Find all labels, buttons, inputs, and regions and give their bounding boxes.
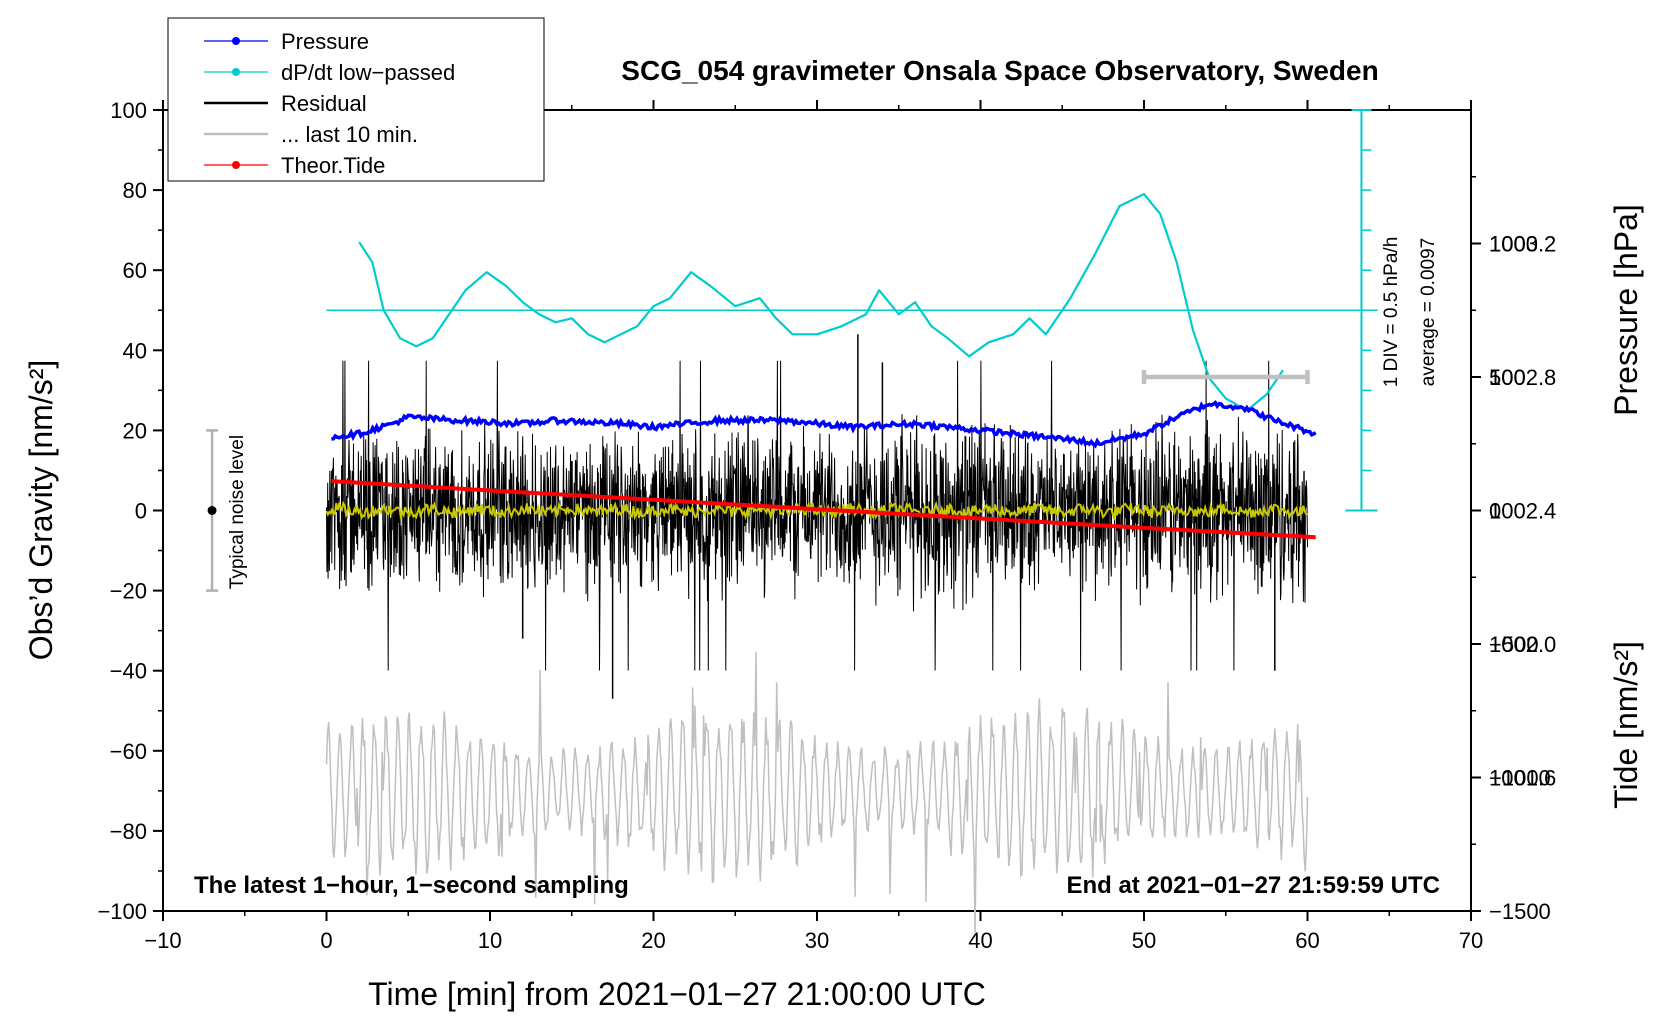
x-tick-label: 20	[641, 928, 665, 953]
legend-label: Pressure	[281, 29, 369, 54]
legend-box	[167, 17, 545, 182]
y-tick-label: 80	[123, 178, 147, 203]
residual-line	[326, 360, 1308, 671]
chart-title: SCG_054 gravimeter Onsala Space Observat…	[621, 55, 1378, 86]
x-tick-label: 70	[1459, 928, 1483, 953]
legend-label: ... last 10 min.	[281, 122, 418, 147]
tide-tick-label: −500	[1489, 632, 1539, 657]
pressure-tick-label: 1002.4	[1489, 499, 1556, 524]
x-tick-label: 10	[478, 928, 502, 953]
legend-label: Theor.Tide	[281, 153, 385, 178]
tide-tick-label: 0	[1489, 499, 1501, 524]
y-tick-label: −20	[110, 579, 147, 604]
pressure-tick-label: 1003.2	[1489, 232, 1556, 257]
legend-dot	[232, 68, 240, 76]
pressure-axis-title: Pressure [hPa]	[1608, 204, 1644, 416]
x-tick-label: −10	[144, 928, 181, 953]
y-axis-title: Obs’d Gravity [nm/s²]	[23, 360, 59, 661]
tide-axis-title: Tide [nm/s²]	[1608, 641, 1644, 809]
dpdt-line	[358, 193, 1284, 412]
tide-tick-label: −1500	[1489, 899, 1551, 924]
pressure-tick-label: 1001.6	[1489, 766, 1556, 791]
residual-lowpass-line	[325, 500, 1308, 522]
x-tick-label: 0	[320, 928, 332, 953]
y-tick-label: −100	[97, 899, 147, 924]
y-tick-label: −60	[110, 739, 147, 764]
dpdt-scale-label: 1 DIV = 0.5 hPa/h	[1381, 237, 1402, 388]
x-tick-label: 30	[805, 928, 829, 953]
y-tick-label: −40	[110, 659, 147, 684]
tide-tick-label: −1000	[1489, 766, 1551, 791]
x-axis-title: Time [min] from 2021−01−27 21:00:00 UTC	[368, 976, 986, 1012]
legend-label: dP/dt low−passed	[281, 60, 455, 85]
x-tick-label: 60	[1295, 928, 1319, 953]
sampling-note: The latest 1−hour, 1−second sampling	[194, 872, 629, 899]
noise-level-label: Typical noise level	[227, 435, 248, 589]
y-tick-label: 40	[123, 338, 147, 363]
tide-tick-label: 1000	[1489, 232, 1538, 257]
legend-dot	[232, 161, 240, 169]
pressure-line	[330, 399, 1317, 449]
legend-dot	[232, 37, 240, 45]
noise-center-dot	[207, 506, 217, 515]
x-tick-label: 40	[968, 928, 992, 953]
y-tick-label: 100	[110, 98, 147, 123]
dpdt-average-label: average = 0.0097	[1418, 238, 1439, 386]
theor-tide-line	[331, 479, 1316, 540]
pressure-tick-label: 1002.0	[1489, 632, 1556, 657]
series-layer	[325, 193, 1378, 934]
overlay-layer	[206, 109, 1378, 592]
y-tick-label: 20	[123, 418, 147, 443]
x-tick-label: 50	[1132, 928, 1156, 953]
y-tick-label: 60	[123, 258, 147, 283]
pressure-tick-label: 1002.8	[1489, 365, 1556, 390]
legend-label: Residual	[281, 91, 367, 116]
legend: Pressure dP/dt low−passed Residual ... last…	[167, 17, 545, 182]
y-tick-label: −80	[110, 819, 147, 844]
end-time-note: End at 2021−01−27 21:59:59 UTC	[1066, 872, 1440, 899]
tide-tick-label: 500	[1489, 365, 1526, 390]
y-tick-label: 0	[135, 499, 147, 524]
last-10-min-line	[325, 651, 1309, 934]
axis-ticks: −10 0 10 20 30 40 50 60 70100806040200−20−40−60−…	[97, 98, 1556, 953]
